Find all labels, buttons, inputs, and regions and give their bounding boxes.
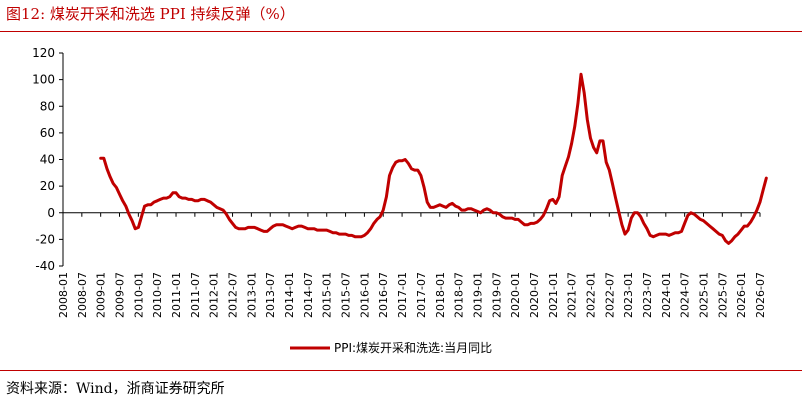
x-tick-label: 2010-07	[151, 272, 164, 318]
x-tick-label: 2023-01	[622, 272, 635, 318]
x-tick-label: 2024-01	[660, 272, 673, 318]
x-tick-label: 2026-01	[735, 272, 748, 318]
title-rule	[0, 31, 802, 32]
x-tick-label: 2026-07	[754, 272, 767, 318]
x-tick-label: 2017-01	[396, 272, 409, 318]
x-tick-label: 2014-01	[283, 272, 296, 318]
x-tick-label: 2015-01	[321, 272, 334, 318]
x-tick-label: 2013-01	[245, 272, 258, 318]
x-tick-label: 2019-07	[490, 272, 503, 318]
x-tick-label: 2016-01	[358, 272, 371, 318]
x-tick-label: 2018-07	[453, 272, 466, 318]
x-tick-label: 2016-07	[377, 272, 390, 318]
x-tick-label: 2012-07	[227, 272, 240, 318]
x-tick-label: 2019-01	[471, 272, 484, 318]
x-tick-label: 2008-07	[76, 272, 89, 318]
x-tick-label: 2022-01	[584, 272, 597, 318]
x-tick-label: 2025-07	[716, 272, 729, 318]
x-tick-label: 2011-07	[189, 272, 202, 318]
legend: PPI:煤炭开采和洗选:当月同比	[290, 341, 492, 355]
y-tick-label: 20	[40, 179, 55, 193]
x-tick-label: 2009-01	[95, 272, 108, 318]
source-note: 资料来源：Wind，浙商证券研究所	[6, 381, 225, 397]
x-tick-label: 2023-07	[641, 272, 654, 318]
x-tick-label: 2025-01	[697, 272, 710, 318]
y-tick-label: 120	[32, 46, 55, 60]
x-tick-label: 2017-07	[415, 272, 428, 318]
x-tick-label: 2021-07	[566, 272, 579, 318]
x-tick-label: 2020-01	[509, 272, 522, 318]
x-tick-label: 2012-01	[208, 272, 221, 318]
y-tick-label: 80	[40, 99, 55, 113]
y-tick-label: -40	[35, 259, 55, 273]
series-line-ppi	[99, 72, 768, 245]
x-tick-label: 2009-07	[114, 272, 127, 318]
x-tick-label: 2020-07	[528, 272, 541, 318]
x-tick-label: 2018-01	[434, 272, 447, 318]
y-tick-label: -20	[35, 232, 55, 246]
legend-label: PPI:煤炭开采和洗选:当月同比	[334, 341, 492, 355]
figure-title: 图12: 煤炭开采和洗选 PPI 持续反弹（%）	[6, 5, 295, 23]
x-tick-label: 2022-07	[603, 272, 616, 318]
x-tick-label: 2013-07	[264, 272, 277, 318]
source-rule	[0, 370, 802, 371]
x-tick-label: 2024-07	[679, 272, 692, 318]
x-tick-group: 2008-01 2008-07 2009-01 2009-07 2010-01 2010-…	[57, 212, 767, 318]
x-tick-label: 2011-01	[170, 272, 183, 318]
x-tick-label: 2010-01	[132, 272, 145, 318]
y-tick-group: -40 -20 0 20 40 60 80 100 120	[32, 46, 63, 273]
y-tick-label: 0	[47, 206, 55, 220]
x-tick-label: 2015-07	[340, 272, 353, 318]
y-tick-label: 100	[32, 73, 55, 87]
y-tick-label: 60	[40, 126, 55, 140]
x-tick-label: 2008-01	[57, 272, 70, 318]
y-tick-label: 40	[40, 153, 55, 167]
x-tick-label: 2014-07	[302, 272, 315, 318]
x-tick-label: 2021-01	[547, 272, 560, 318]
